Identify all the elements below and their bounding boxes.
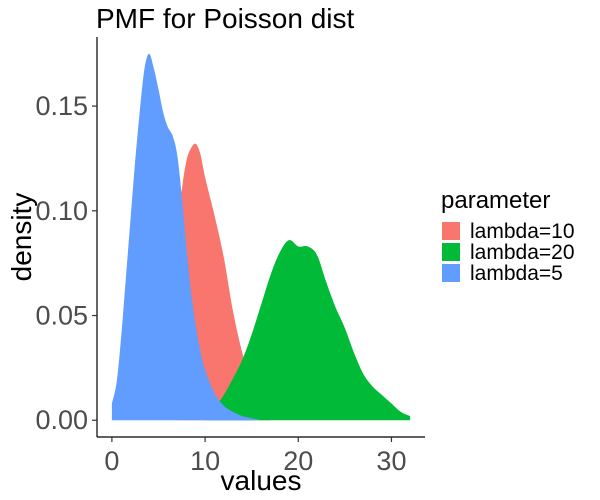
x-tick-label: 30 <box>376 446 406 476</box>
y-axis-label: density <box>6 193 37 282</box>
legend-label: lambda=5 <box>470 262 563 285</box>
chart-title: PMF for Poisson dist <box>96 3 355 34</box>
plot-area: 0 10 20 30 0.00 0.05 0.10 0.15 <box>35 37 425 476</box>
y-tick-label: 0.05 <box>35 301 88 331</box>
legend-title: parameter <box>441 187 550 214</box>
x-axis-label: values <box>221 465 302 496</box>
x-ticks: 0 10 20 30 <box>104 437 406 476</box>
density-area-lambda-10 <box>177 143 271 421</box>
legend-swatch <box>442 222 460 240</box>
legend-label: lambda=20 <box>470 241 575 264</box>
legend-swatch <box>442 243 460 261</box>
y-ticks: 0.00 0.05 0.10 0.15 <box>35 91 97 435</box>
density-area-lambda-20 <box>205 239 411 421</box>
series-layer <box>111 53 411 421</box>
y-tick-label: 0.15 <box>35 91 88 121</box>
y-tick-label: 0.00 <box>35 405 88 435</box>
density-area-lambda-5 <box>111 53 262 421</box>
x-tick-label: 20 <box>283 446 313 476</box>
x-tick-label: 10 <box>190 446 220 476</box>
legend-label: lambda=10 <box>470 220 575 243</box>
x-tick-label: 0 <box>104 446 119 476</box>
legend-swatch <box>442 264 460 282</box>
y-tick-label: 0.10 <box>35 196 88 226</box>
